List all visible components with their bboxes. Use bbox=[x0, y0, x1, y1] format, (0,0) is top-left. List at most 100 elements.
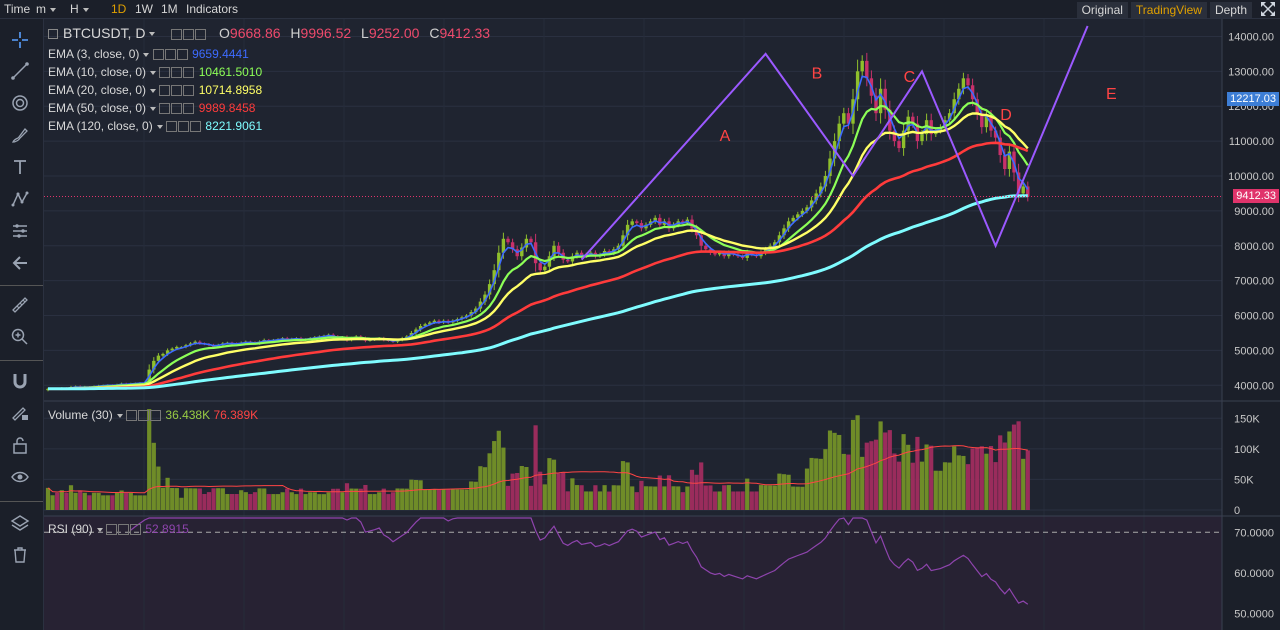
zoom-in-icon[interactable] bbox=[10, 327, 30, 347]
view-depth-button[interactable]: Depth bbox=[1209, 2, 1252, 18]
candle-body bbox=[823, 175, 828, 187]
chevron-down-icon[interactable] bbox=[143, 52, 150, 57]
settings-icon[interactable] bbox=[171, 28, 183, 40]
ema-line bbox=[48, 112, 1029, 390]
settings-icon[interactable] bbox=[152, 49, 164, 61]
trend-line-icon[interactable] bbox=[10, 61, 30, 81]
volume-bar bbox=[965, 464, 971, 510]
volume-bar bbox=[441, 489, 446, 510]
visibility-icon[interactable] bbox=[118, 524, 130, 536]
close-icon[interactable] bbox=[176, 49, 188, 61]
settings-icon[interactable] bbox=[126, 410, 138, 422]
settings-icon[interactable] bbox=[159, 103, 171, 115]
lock-draw-icon[interactable] bbox=[10, 403, 30, 423]
brush-icon[interactable] bbox=[10, 125, 30, 145]
fullscreen-icon[interactable] bbox=[1260, 1, 1276, 17]
minute-interval-dropdown[interactable]: m bbox=[36, 0, 56, 18]
volume-bar bbox=[768, 485, 773, 510]
close-icon[interactable] bbox=[183, 103, 195, 115]
volume-bar bbox=[1016, 421, 1021, 510]
indicators-button[interactable]: Indicators bbox=[186, 2, 239, 16]
close-icon[interactable] bbox=[190, 121, 202, 133]
arrow-left-icon[interactable] bbox=[10, 253, 30, 273]
crosshair-icon[interactable] bbox=[10, 30, 30, 50]
view-tradingview-button[interactable]: TradingView bbox=[1130, 2, 1207, 18]
volume-bar bbox=[731, 491, 736, 510]
top-toolbar: Time m H 1D 1W 1M Indicators Original Tra… bbox=[0, 0, 1280, 19]
collapse-icon[interactable] bbox=[48, 29, 58, 40]
volume-bar bbox=[970, 448, 975, 510]
chart-area[interactable]: A B C D E 4000.00 5000.00 6000.00 7000.00 8000.0… bbox=[44, 19, 1280, 630]
volume-bar bbox=[202, 494, 207, 510]
volume-bar bbox=[873, 439, 879, 510]
measure-icon[interactable] bbox=[10, 221, 30, 241]
chevron-down-icon[interactable] bbox=[156, 124, 163, 129]
chevron-down-icon[interactable] bbox=[150, 70, 157, 75]
close-icon[interactable] bbox=[183, 67, 195, 79]
hour-interval-dropdown[interactable]: H bbox=[70, 0, 89, 18]
candle-body bbox=[791, 217, 795, 222]
interval-1w-button[interactable]: 1W bbox=[135, 2, 153, 16]
ruler-icon[interactable] bbox=[10, 295, 30, 315]
visibility-icon[interactable] bbox=[171, 67, 183, 79]
interval-1d-button[interactable]: 1D bbox=[111, 2, 127, 16]
rsi-legend[interactable]: RSI (90) 52.8915 bbox=[48, 522, 189, 536]
interval-1m-button[interactable]: 1M bbox=[161, 2, 178, 16]
visibility-icon[interactable] bbox=[138, 410, 150, 422]
pattern-icon[interactable] bbox=[10, 189, 30, 209]
volume-bar bbox=[887, 430, 892, 510]
candle-body bbox=[1016, 172, 1021, 194]
ema-legend-10[interactable]: EMA (10, close, 0) 10461.5010 bbox=[48, 65, 263, 79]
eye-icon[interactable] bbox=[10, 467, 30, 487]
visibility-icon[interactable] bbox=[164, 49, 176, 61]
volume-bar bbox=[915, 436, 920, 510]
volume-bar bbox=[308, 492, 313, 510]
volume-bar bbox=[634, 492, 639, 510]
chevron-down-icon[interactable] bbox=[150, 88, 157, 93]
text-icon[interactable] bbox=[10, 157, 30, 177]
fib-icon[interactable] bbox=[10, 93, 30, 113]
settings-icon[interactable] bbox=[166, 121, 178, 133]
ema-legend-3[interactable]: EMA (3, close, 0) 9659.4441 bbox=[48, 47, 249, 61]
close-value: 9412.33 bbox=[439, 25, 491, 41]
chevron-down-icon[interactable] bbox=[116, 413, 123, 418]
candle-body bbox=[492, 270, 496, 285]
visibility-icon[interactable] bbox=[171, 85, 183, 97]
candle-body bbox=[193, 341, 197, 344]
view-original-button[interactable]: Original bbox=[1076, 2, 1128, 18]
volume-bar bbox=[1007, 431, 1012, 510]
layers-icon[interactable] bbox=[10, 513, 30, 533]
visibility-icon[interactable] bbox=[178, 121, 190, 133]
chevron-down-icon[interactable] bbox=[150, 106, 157, 111]
ema-legend-120[interactable]: EMA (120, close, 0) 8221.9061 bbox=[48, 119, 263, 133]
visibility-icon[interactable] bbox=[183, 28, 195, 40]
chevron-down-icon[interactable] bbox=[149, 32, 156, 37]
volume-bar bbox=[133, 495, 138, 510]
volume-legend[interactable]: Volume (30) 36.438K 76.389K bbox=[48, 408, 259, 422]
candle-body bbox=[984, 116, 989, 128]
unlock-icon[interactable] bbox=[10, 435, 30, 455]
volume-bar bbox=[791, 486, 796, 510]
volume-bar bbox=[827, 430, 833, 510]
magnet-icon[interactable] bbox=[10, 371, 30, 391]
volume-bar bbox=[220, 488, 225, 510]
candle-body bbox=[782, 228, 786, 236]
close-icon[interactable] bbox=[150, 410, 162, 422]
candle-body bbox=[814, 193, 818, 201]
rsi-tick-label: 70.0000 bbox=[1234, 527, 1274, 539]
ema-legend-50[interactable]: EMA (50, close, 0) 9989.8458 bbox=[48, 101, 256, 115]
close-icon[interactable] bbox=[130, 524, 142, 536]
chevron-down-icon[interactable] bbox=[96, 527, 103, 532]
candle-body bbox=[809, 200, 814, 208]
toolbar-divider bbox=[0, 360, 43, 361]
settings-icon[interactable] bbox=[159, 67, 171, 79]
ema-legend-20[interactable]: EMA (20, close, 0) 10714.8958 bbox=[48, 83, 263, 97]
volume-bar bbox=[533, 425, 538, 510]
settings-icon[interactable] bbox=[106, 524, 118, 536]
close-icon[interactable] bbox=[183, 85, 195, 97]
trash-icon[interactable] bbox=[10, 545, 30, 565]
visibility-icon[interactable] bbox=[171, 103, 183, 115]
close-icon[interactable] bbox=[195, 28, 207, 40]
volume-bar bbox=[538, 471, 543, 510]
settings-icon[interactable] bbox=[159, 85, 171, 97]
